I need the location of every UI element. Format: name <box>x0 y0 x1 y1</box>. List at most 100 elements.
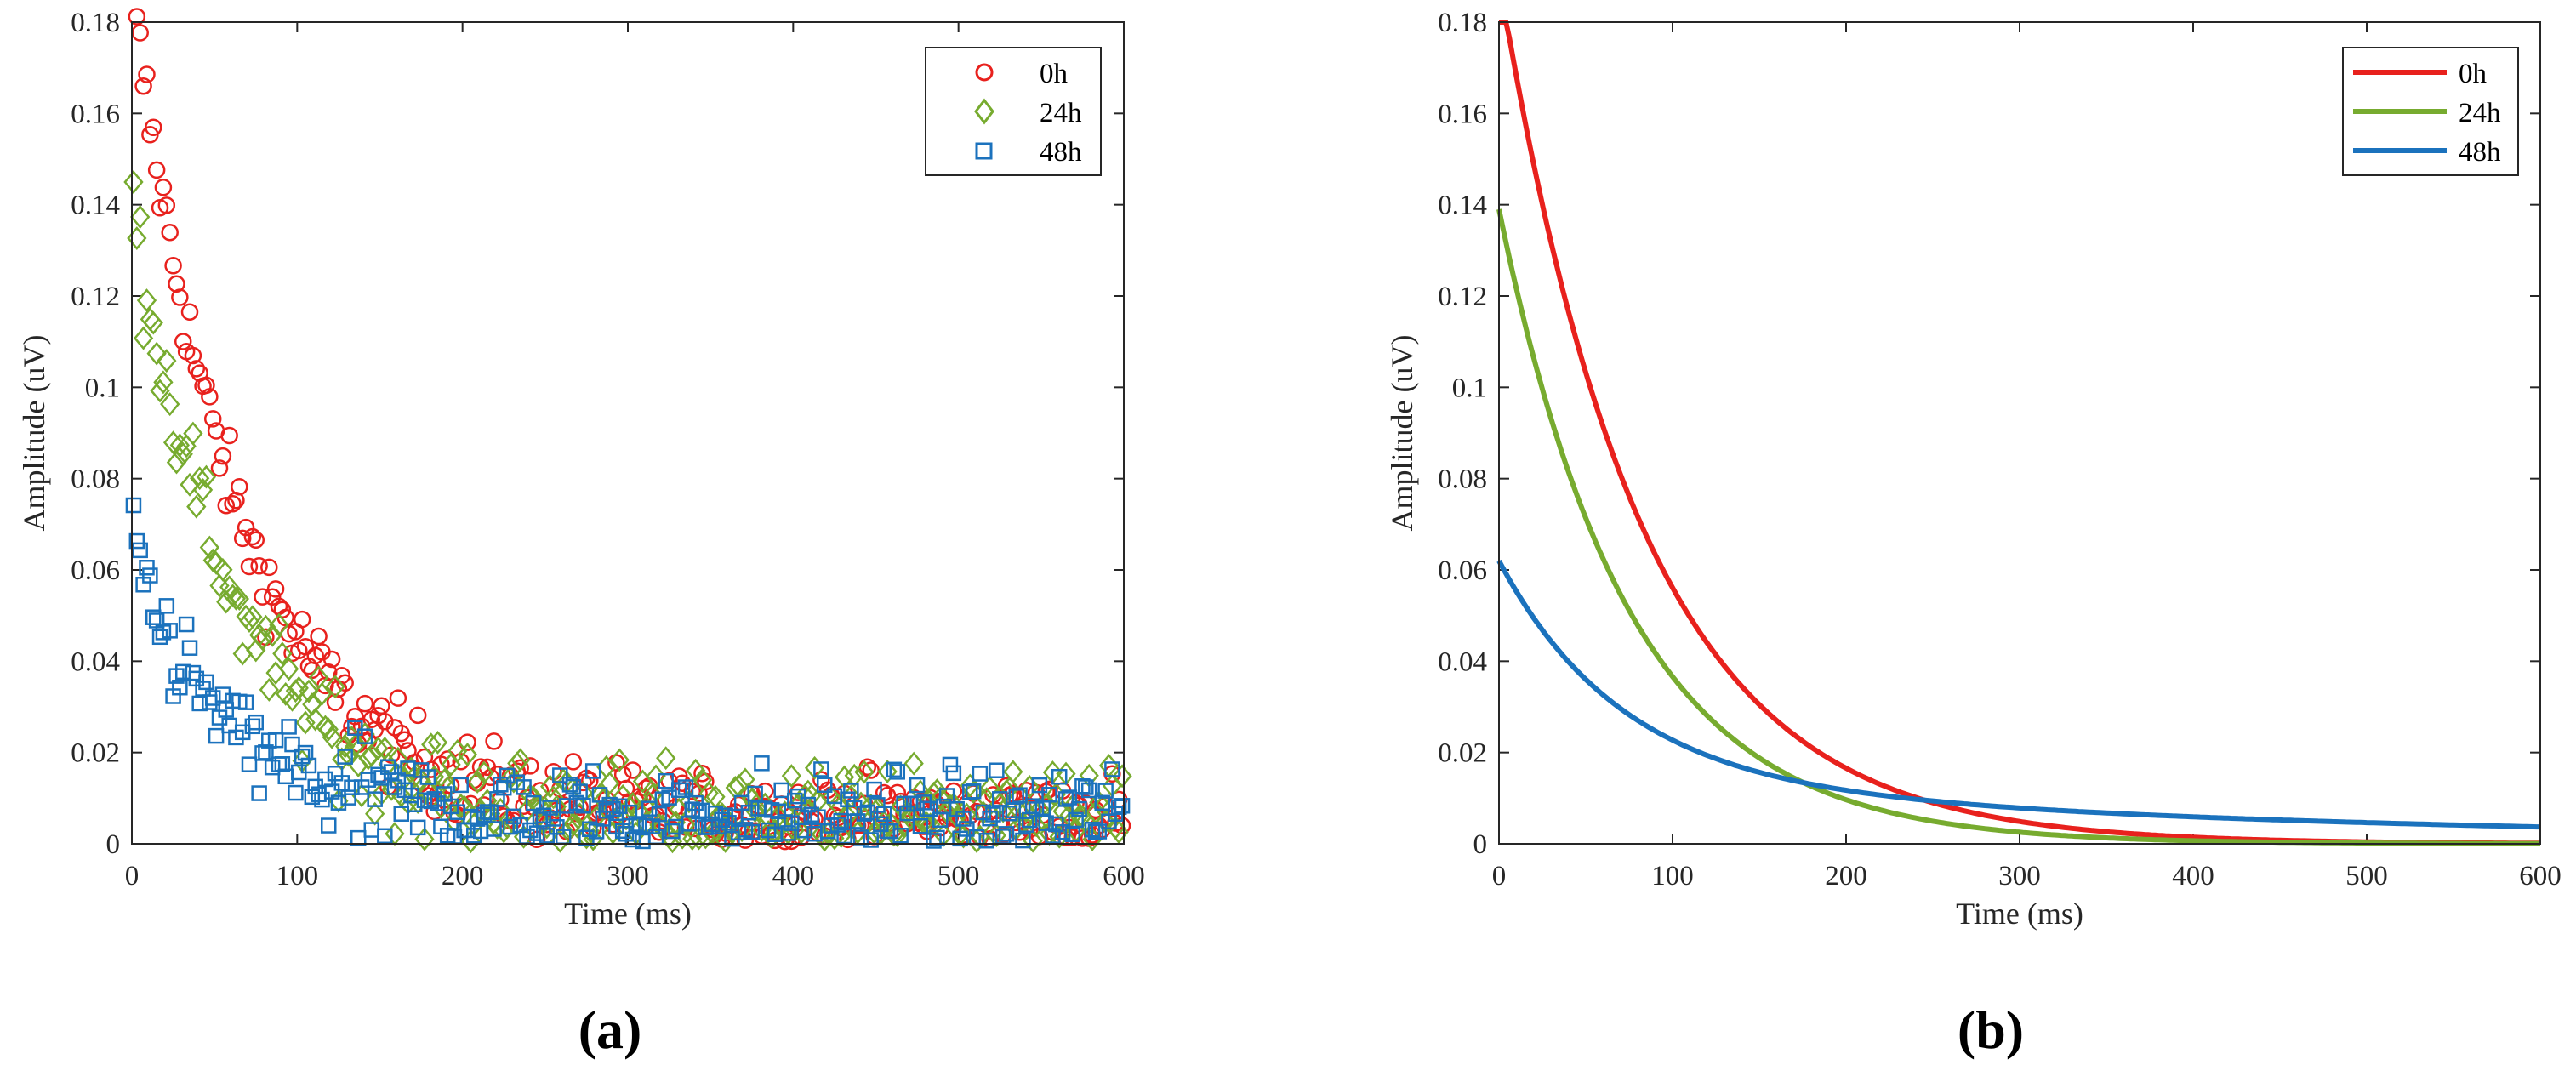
point-48h <box>972 766 989 782</box>
y-tick-label: 0.12 <box>1438 282 1487 312</box>
point-48h <box>407 796 423 813</box>
x-tick-label: 600 <box>2519 861 2562 891</box>
point-0h <box>408 706 427 725</box>
point-48h <box>1061 789 1078 806</box>
point-24h <box>318 717 339 742</box>
point-0h <box>693 765 711 783</box>
point-48h <box>204 690 221 706</box>
point-48h <box>882 823 899 840</box>
point-24h <box>430 794 452 819</box>
point-0h <box>145 118 162 137</box>
point-48h <box>998 826 1015 842</box>
point-24h <box>576 825 597 850</box>
y-tick-label: 0.16 <box>1438 99 1487 129</box>
point-48h <box>938 788 955 804</box>
point-24h <box>1023 829 1043 853</box>
point-48h <box>747 785 763 802</box>
point-24h <box>467 770 487 794</box>
point-48h <box>248 714 264 731</box>
point-24h <box>173 441 193 466</box>
point-0h <box>203 410 222 428</box>
x-tick-label: 300 <box>1998 861 2041 891</box>
y-tick-label: 0.14 <box>1438 191 1487 221</box>
point-48h <box>426 791 442 807</box>
point-24h <box>761 825 782 850</box>
point-24h <box>157 349 177 373</box>
y-tick-label: 0.02 <box>1438 738 1487 769</box>
point-24h <box>844 763 864 788</box>
point-48h <box>1008 789 1024 805</box>
point-48h <box>796 822 813 839</box>
y-tick-label: 0 <box>1473 829 1488 860</box>
point-24h <box>213 557 233 582</box>
x-tick-label: 200 <box>1825 861 1867 891</box>
y-tick-label: 0.16 <box>71 99 120 129</box>
point-0h <box>564 753 583 771</box>
point-48h <box>1045 828 1061 844</box>
point-24h <box>262 623 282 647</box>
point-48h <box>502 818 519 835</box>
point-24h <box>259 677 279 702</box>
point-48h <box>813 761 829 777</box>
point-48h <box>379 759 396 775</box>
point-24h <box>160 392 180 417</box>
point-0h <box>254 588 271 606</box>
point-0h <box>260 558 278 577</box>
point-48h <box>139 560 155 576</box>
x-tick-label: 400 <box>772 861 815 891</box>
point-0h <box>134 77 152 95</box>
x-tick-label: 0 <box>1492 861 1507 891</box>
point-0h <box>322 650 341 669</box>
x-tick-label: 500 <box>2345 861 2388 891</box>
point-48h <box>1094 794 1110 812</box>
point-24h <box>960 773 980 798</box>
y-tick-label: 0.08 <box>71 464 120 495</box>
point-24h <box>146 341 167 366</box>
point-24h <box>427 730 448 755</box>
point-48h <box>744 823 760 840</box>
point-24h <box>183 421 203 446</box>
point-48h <box>258 744 274 760</box>
legend-label-0h: 0h <box>1040 59 1069 89</box>
point-24h <box>979 776 1000 800</box>
point-24h <box>963 780 983 804</box>
point-48h <box>945 765 962 782</box>
point-24h <box>401 756 422 781</box>
x-tick-label: 200 <box>442 861 484 891</box>
point-48h <box>1015 832 1031 849</box>
point-48h <box>992 791 1008 807</box>
point-0h <box>240 557 259 576</box>
point-24h <box>1026 813 1046 838</box>
scatter-marks <box>123 8 1132 854</box>
point-0h <box>171 288 189 306</box>
panel-a-scatter-chart: 0 100 200 300 400 500 600 0 0.02 0.04 0.06 0.08 0.1… <box>17 8 1145 1060</box>
point-24h <box>943 792 964 817</box>
x-axis-label: Time (ms) <box>1956 897 2083 931</box>
point-48h <box>281 719 297 735</box>
point-48h <box>321 817 337 834</box>
point-48h <box>1057 791 1074 807</box>
point-48h <box>833 812 849 829</box>
point-48h <box>810 809 826 825</box>
legend-box <box>925 47 1102 176</box>
point-48h <box>237 694 254 710</box>
point-24h <box>824 826 845 851</box>
point-0h <box>187 360 206 378</box>
point-24h <box>646 764 666 789</box>
point-48h <box>1068 812 1084 829</box>
point-48h <box>356 728 373 744</box>
legend-marker-24h <box>974 98 994 125</box>
point-0h <box>224 494 242 513</box>
point-0h <box>356 694 374 713</box>
point-24h <box>563 812 584 836</box>
point-48h <box>866 781 882 798</box>
point-0h <box>266 580 285 598</box>
point-24h <box>355 722 375 747</box>
panel-label-a: (a) <box>578 999 642 1060</box>
point-24h <box>903 751 924 776</box>
point-24h <box>679 789 699 814</box>
point-48h <box>789 788 806 805</box>
point-48h <box>172 679 188 696</box>
point-48h <box>241 756 258 772</box>
x-tick-label: 600 <box>1103 861 1145 891</box>
